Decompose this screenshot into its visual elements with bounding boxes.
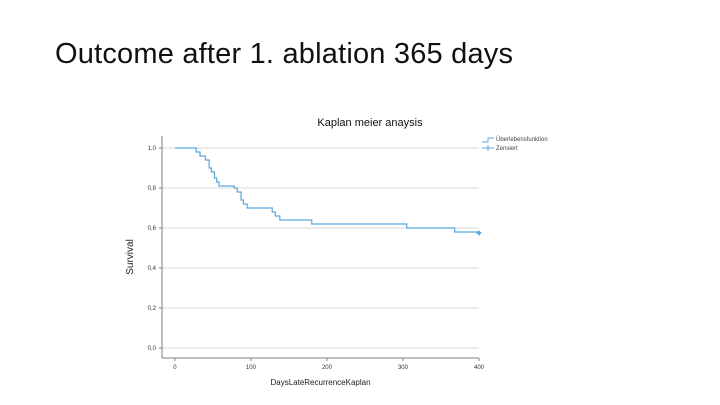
y-tick-label: 0,8 xyxy=(148,186,157,192)
legend-label-censored: Zensiert xyxy=(496,146,518,152)
y-tick-label: 0,6 xyxy=(148,226,157,232)
x-tick-label: 300 xyxy=(398,365,409,371)
censored-marker-dot xyxy=(477,231,481,235)
y-tick-label: 0,0 xyxy=(148,346,157,352)
legend-label-survival: Überlebensfunktion xyxy=(496,136,548,143)
x-axis-label: DaysLateRecurrenceKaplan xyxy=(270,378,370,387)
x-tick-label: 0 xyxy=(173,365,177,371)
legend-swatch-survival xyxy=(482,137,494,143)
y-tick-label: 0,2 xyxy=(148,306,157,312)
y-tick-label: 1,0 xyxy=(148,146,157,152)
x-tick-label: 200 xyxy=(322,365,333,371)
y-axis-label: Survival xyxy=(125,239,136,275)
survival-step-line xyxy=(174,147,480,233)
slide-title: Outcome after 1. ablation 365 days xyxy=(55,38,514,70)
x-tick-label: 100 xyxy=(246,365,257,371)
y-tick-label: 0,4 xyxy=(148,266,157,272)
chart-title: Kaplan meier anaysis xyxy=(317,117,423,129)
x-tick-label: 400 xyxy=(474,365,485,371)
